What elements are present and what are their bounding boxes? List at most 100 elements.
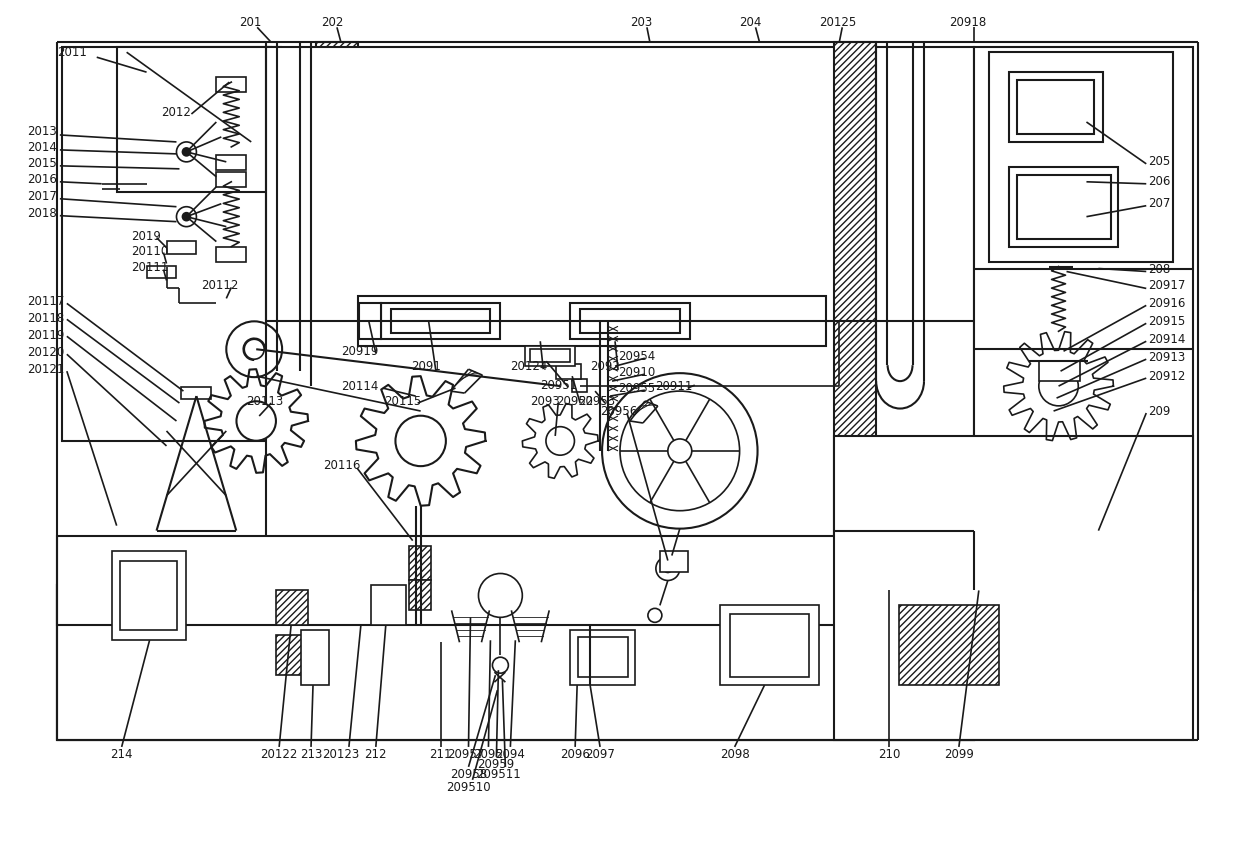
Bar <box>580 309 680 333</box>
Text: 214: 214 <box>110 748 133 761</box>
Bar <box>719 606 820 685</box>
Text: 201: 201 <box>239 16 262 29</box>
Text: 20954: 20954 <box>618 350 655 362</box>
Text: 206: 206 <box>1148 175 1171 188</box>
Bar <box>1008 167 1118 246</box>
Text: 2097: 2097 <box>585 748 615 761</box>
Text: 2019: 2019 <box>131 230 161 243</box>
Bar <box>146 266 176 278</box>
Text: 2091: 2091 <box>410 360 440 373</box>
Bar <box>572 379 587 392</box>
Text: 209: 209 <box>1148 405 1171 417</box>
Text: 204: 204 <box>739 16 761 29</box>
Circle shape <box>176 207 196 226</box>
Text: 20122: 20122 <box>260 748 298 761</box>
Text: 20916: 20916 <box>1148 297 1185 309</box>
Bar <box>112 551 186 640</box>
Circle shape <box>649 608 662 622</box>
Bar <box>988 52 1173 262</box>
Bar <box>117 47 272 192</box>
Text: 20915: 20915 <box>1148 315 1185 328</box>
Text: 20918: 20918 <box>949 16 986 29</box>
Bar <box>216 172 247 187</box>
Text: 20910: 20910 <box>618 366 655 378</box>
Text: 211: 211 <box>429 748 451 761</box>
Circle shape <box>492 657 508 673</box>
Text: 20120: 20120 <box>27 346 64 359</box>
Text: 20953: 20953 <box>578 394 615 408</box>
Text: 208: 208 <box>1148 263 1171 276</box>
Bar <box>409 546 430 580</box>
Text: 202: 202 <box>321 16 343 29</box>
Bar <box>899 606 998 685</box>
Bar <box>570 630 635 685</box>
Bar <box>316 42 358 590</box>
Text: 20911: 20911 <box>655 379 692 393</box>
Text: 20951: 20951 <box>541 378 578 392</box>
Text: 210: 210 <box>878 748 900 761</box>
Text: 213: 213 <box>300 748 322 761</box>
Bar <box>1017 80 1095 134</box>
Bar <box>526 346 575 366</box>
Bar <box>57 536 973 626</box>
Text: 20119: 20119 <box>27 329 64 341</box>
Text: 2013: 2013 <box>27 125 57 139</box>
Text: 2011: 2011 <box>57 45 87 59</box>
Bar <box>358 296 826 346</box>
Text: 2014: 2014 <box>27 141 57 155</box>
Text: 2016: 2016 <box>27 173 57 187</box>
Text: 2099: 2099 <box>944 748 973 761</box>
Text: 20118: 20118 <box>27 312 64 325</box>
Text: 20117: 20117 <box>27 295 64 308</box>
Text: 203: 203 <box>630 16 652 29</box>
Text: 2095: 2095 <box>474 748 503 761</box>
Bar <box>371 585 405 626</box>
Text: 2098: 2098 <box>719 748 749 761</box>
Bar <box>57 585 973 740</box>
Bar <box>216 155 247 170</box>
Bar <box>531 349 570 362</box>
Bar <box>216 246 247 262</box>
Circle shape <box>479 574 522 617</box>
Circle shape <box>182 213 191 220</box>
Bar <box>578 637 627 677</box>
Bar <box>381 304 501 339</box>
Bar <box>1017 175 1111 239</box>
Text: 20114: 20114 <box>341 379 378 393</box>
Bar <box>119 561 177 630</box>
Text: 20123: 20123 <box>322 748 360 761</box>
Text: 209510: 209510 <box>446 781 491 794</box>
Bar <box>181 387 211 399</box>
Text: 20913: 20913 <box>1148 351 1185 363</box>
Bar <box>216 77 247 92</box>
Bar <box>277 590 308 626</box>
Text: 20112: 20112 <box>201 279 239 292</box>
Text: 2092: 2092 <box>590 360 620 373</box>
Bar <box>1008 72 1104 142</box>
Circle shape <box>237 401 277 441</box>
Bar <box>409 580 430 611</box>
Bar <box>391 309 491 333</box>
Bar <box>301 630 329 685</box>
Circle shape <box>668 439 692 463</box>
Bar <box>835 436 1193 740</box>
Bar <box>358 304 381 339</box>
Circle shape <box>546 426 574 455</box>
Text: 20121: 20121 <box>27 362 64 376</box>
Bar <box>973 47 1193 590</box>
Bar <box>835 42 877 590</box>
Circle shape <box>176 142 196 161</box>
Text: 20125: 20125 <box>820 16 857 29</box>
Circle shape <box>244 339 264 359</box>
Circle shape <box>182 148 191 156</box>
Text: 20956: 20956 <box>600 405 637 417</box>
Circle shape <box>1039 367 1079 406</box>
Bar <box>267 47 973 590</box>
Bar <box>62 47 281 441</box>
Circle shape <box>656 557 680 580</box>
Text: 212: 212 <box>365 748 387 761</box>
Text: 209511: 209511 <box>476 769 521 781</box>
Text: 20914: 20914 <box>1148 333 1185 346</box>
Bar <box>166 241 196 253</box>
Text: 2015: 2015 <box>27 157 57 171</box>
